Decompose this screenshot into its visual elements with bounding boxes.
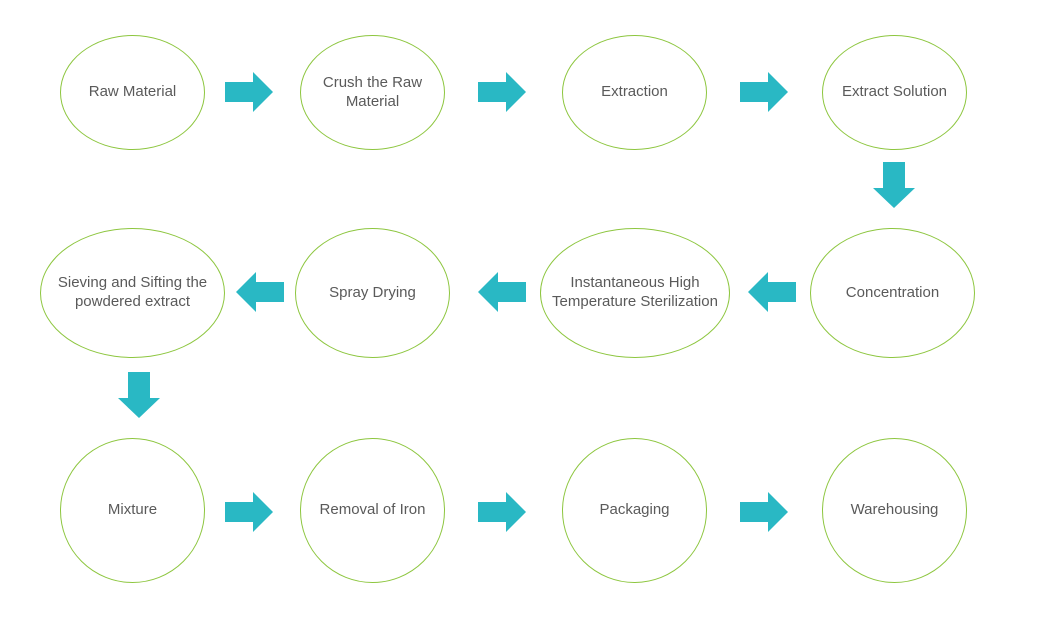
arrow-right-icon: [740, 72, 788, 117]
flowchart-node-n4: Extract Solution: [822, 35, 967, 150]
arrow-right-icon: [478, 492, 526, 537]
flowchart-node-n10: Removal of Iron: [300, 438, 445, 583]
arrow-left-icon: [748, 272, 796, 317]
arrow-right-icon: [740, 492, 788, 537]
arrow-down-icon: [118, 372, 160, 423]
node-label: Raw Material: [89, 83, 177, 102]
arrow-left-icon: [478, 272, 526, 317]
arrow-right-icon: [225, 492, 273, 537]
node-label: Spray Drying: [329, 284, 416, 303]
node-label: Instantaneous High Temperature Steriliza…: [551, 274, 719, 312]
arrow-down-icon: [873, 162, 915, 213]
flowchart-node-n9: Mixture: [60, 438, 205, 583]
flowchart-node-n11: Packaging: [562, 438, 707, 583]
flowchart-node-n3: Extraction: [562, 35, 707, 150]
node-label: Concentration: [846, 284, 939, 303]
flowchart-node-n1: Raw Material: [60, 35, 205, 150]
flowchart-node-n5: Concentration: [810, 228, 975, 358]
arrow-right-icon: [478, 72, 526, 117]
flowchart-node-n2: Crush the Raw Material: [300, 35, 445, 150]
flowchart-node-n12: Warehousing: [822, 438, 967, 583]
node-label: Sieving and Sifting the powdered extract: [51, 274, 214, 312]
flowchart-canvas: Raw Material Crush the Raw Material Extrac…: [0, 0, 1050, 625]
node-label: Removal of Iron: [320, 501, 426, 520]
arrow-right-icon: [225, 72, 273, 117]
node-label: Mixture: [108, 501, 157, 520]
flowchart-node-n6: Instantaneous High Temperature Steriliza…: [540, 228, 730, 358]
node-label: Extract Solution: [842, 83, 947, 102]
node-label: Warehousing: [851, 501, 939, 520]
node-label: Packaging: [599, 501, 669, 520]
flowchart-node-n8: Sieving and Sifting the powdered extract: [40, 228, 225, 358]
flowchart-node-n7: Spray Drying: [295, 228, 450, 358]
node-label: Extraction: [601, 83, 668, 102]
arrow-left-icon: [236, 272, 284, 317]
node-label: Crush the Raw Material: [311, 74, 434, 112]
